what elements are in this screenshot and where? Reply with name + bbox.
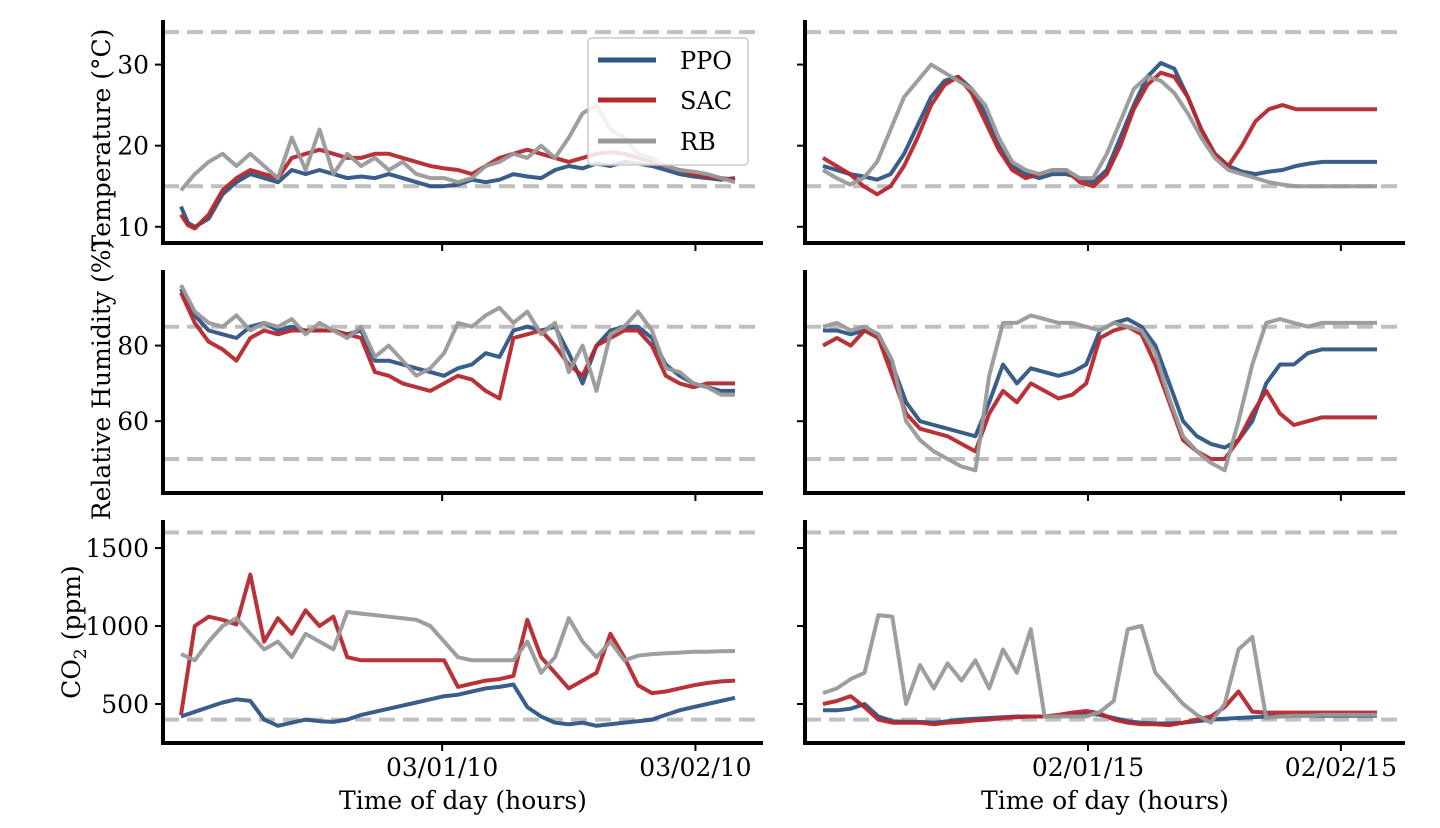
series-sac-line	[821, 70, 1377, 197]
panel-co2-right: 02/01/15 02/02/15	[797, 520, 1405, 782]
series-ppo-line	[180, 682, 736, 728]
legend-label-sac: SAC	[680, 87, 732, 115]
series-rb-line	[179, 284, 735, 397]
ylabel-humidity: Relative Humidity (%)	[87, 240, 116, 520]
series-ppo-line	[822, 61, 1377, 185]
y-tick-label: 10	[117, 213, 149, 242]
y-tick-label: 1000	[85, 612, 149, 641]
xlabel-right: Time of day (hours)	[981, 786, 1229, 815]
x-tick-label: 03/02/10	[639, 753, 751, 782]
series-sac-line	[179, 291, 735, 401]
legend-frame	[587, 37, 749, 166]
panel-temperature-right	[797, 20, 1405, 251]
legend-label-ppo: PPO	[680, 47, 732, 75]
legend: PPO SAC RB	[587, 37, 749, 166]
series-sac-line	[179, 572, 736, 716]
series-sac-line	[822, 324, 1377, 461]
x-tick-label: 02/01/15	[1032, 753, 1144, 782]
y-tick-label: 30	[117, 51, 149, 80]
y-tick-label: 1500	[85, 534, 149, 563]
series-rb-line	[180, 610, 736, 675]
series-rb-line	[822, 613, 1377, 725]
ylabel-co2: CO2 (ppm)	[57, 565, 91, 699]
ylabel-temperature: Temperature (°C)	[87, 29, 116, 252]
y-tick-label: 80	[117, 332, 149, 361]
xlabel-left: Time of day (hours)	[339, 786, 587, 815]
panel-humidity-right	[797, 270, 1405, 501]
series-rb-line	[822, 313, 1377, 473]
panel-humidity-left: 60 80	[117, 270, 763, 501]
legend-label-rb: RB	[680, 128, 716, 156]
y-tick-label: 500	[101, 690, 149, 719]
series-rb-line	[821, 62, 1377, 189]
y-tick-label: 20	[117, 132, 149, 161]
x-tick-label: 03/01/10	[386, 753, 498, 782]
panel-co2-left: 500 1000 1500 03/01/10 03/02/10	[85, 520, 763, 782]
y-tick-label: 60	[117, 407, 149, 436]
x-tick-label: 02/02/15	[1285, 753, 1397, 782]
series-ppo-line	[179, 287, 735, 393]
